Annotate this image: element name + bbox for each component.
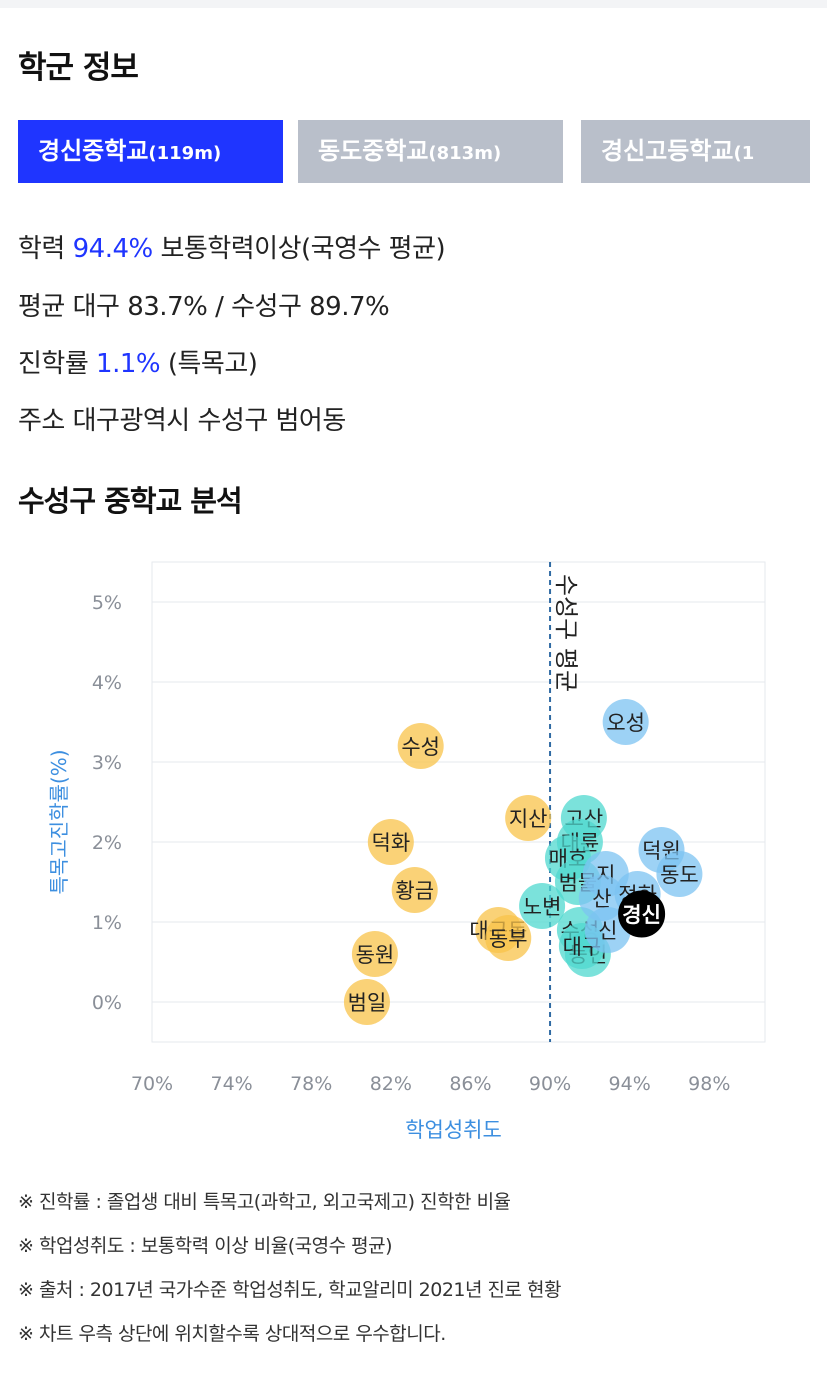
y-tick-label: 0%	[92, 992, 122, 1014]
y-axis-title: 특목고진학률(%)	[47, 749, 71, 894]
data-point	[397, 723, 444, 769]
info-key: 진학률	[18, 349, 89, 379]
data-point-label: 신	[598, 919, 617, 943]
x-axis-title: 학업성취도	[405, 1118, 502, 1142]
x-tick-label: 94%	[609, 1073, 651, 1095]
info-key: 주소	[18, 406, 65, 436]
x-tick-label: 98%	[688, 1073, 730, 1095]
data-point	[367, 819, 414, 865]
info-key: 평균	[18, 292, 65, 322]
tab-school-2[interactable]: 경신고등학교(1	[581, 120, 810, 183]
x-tick-label: 74%	[210, 1073, 252, 1095]
y-tick-label: 4%	[92, 672, 122, 694]
info-achievement: 학력 94.4% 보통학력이상(국영수 평균)	[18, 228, 446, 265]
info-advancement: 진학률 1.1% (특목고)	[18, 343, 258, 380]
info-value: 1.1%	[96, 349, 161, 379]
x-tick-label: 90%	[529, 1073, 571, 1095]
data-point-label: 황금	[395, 879, 434, 903]
tab-school-0[interactable]: 경신중학교(119m)	[18, 120, 283, 183]
tab-school-name: 경신중학교	[38, 137, 149, 165]
y-tick-label: 3%	[92, 752, 122, 774]
x-tick-label: 82%	[370, 1073, 412, 1095]
data-point	[391, 867, 438, 913]
plot-area	[151, 561, 766, 1043]
info-average: 평균 대구 83.7% / 수성구 89.7%	[18, 286, 390, 323]
note: ※ 진학률 : 졸업생 대비 특목고(과학고, 외고국제고) 진학한 비율	[18, 1191, 511, 1213]
data-point-label: 덕화	[372, 831, 411, 855]
data-point	[602, 699, 649, 745]
data-point-label: 범일	[348, 991, 387, 1015]
data-point-label: 경신	[622, 903, 661, 927]
note: ※ 학업성취도 : 보통학력 이상 비율(국영수 평균)	[18, 1235, 393, 1257]
data-point-label: 지산	[509, 807, 548, 831]
x-tick-label: 78%	[290, 1073, 332, 1095]
data-point-label: 오성	[606, 711, 645, 735]
data-point	[485, 915, 532, 961]
tab-school-name: 경신고등학교	[601, 137, 734, 165]
school-tabs: 경신중학교(119m) 동도중학교(813m) 경신고등학교(1	[18, 120, 810, 183]
data-point	[519, 883, 566, 929]
top-divider	[0, 0, 827, 8]
info-address: 주소 대구광역시 수성구 범어동	[18, 400, 346, 437]
data-point	[656, 851, 703, 897]
tab-school-distance: (813m)	[428, 143, 502, 164]
average-line-label: 수성구 평균	[552, 574, 580, 692]
notes: ※ 진학률 : 졸업생 대비 특목고(과학고, 외고국제고) 진학한 비율 ※ …	[18, 1180, 562, 1356]
data-point-label: 동도	[660, 863, 699, 887]
info-key: 학력	[18, 234, 65, 264]
y-tick-label: 2%	[92, 832, 122, 854]
info-text: 대구광역시 수성구 범어동	[72, 406, 347, 436]
tab-school-distance: (1	[733, 143, 755, 164]
info-suffix: 보통학력이상(국영수 평균)	[160, 234, 446, 264]
scatter-chart: 0% 1% 2% 3% 4% 5% 70% 74% 78% 82% 86% 90% 94% 98% 학업성취…	[47, 561, 766, 1142]
info-text: 대구 83.7% / 수성구 89.7%	[72, 292, 390, 322]
data-point	[343, 979, 390, 1025]
y-tick-label: 5%	[92, 592, 122, 614]
data-point-label: 산	[592, 887, 611, 911]
data-point	[618, 890, 666, 938]
analysis-title: 수성구 중학교 분석	[18, 484, 243, 518]
tab-school-name: 동도중학교	[318, 137, 429, 165]
tab-school-1[interactable]: 동도중학교(813m)	[298, 120, 563, 183]
info-suffix: (특목고)	[167, 349, 258, 379]
data-point-label: 수성	[401, 735, 440, 759]
tab-school-distance: (119m)	[148, 143, 222, 164]
data-point	[351, 931, 398, 977]
data-point-label: 노변	[523, 895, 562, 919]
data-point-label: 동부	[489, 927, 528, 951]
data-point	[505, 795, 552, 841]
note: ※ 차트 우측 상단에 위치할수록 상대적으로 우수합니다.	[18, 1323, 446, 1345]
y-tick-label: 1%	[92, 912, 122, 934]
x-tick-label: 86%	[449, 1073, 491, 1095]
data-point-label: 동원	[356, 943, 395, 967]
section-title: 학군 정보	[18, 50, 139, 86]
info-value: 94.4%	[72, 234, 154, 264]
x-tick-label: 70%	[131, 1073, 173, 1095]
note: ※ 출처 : 2017년 국가수준 학업성취도, 학교알리미 2021년 진로 …	[18, 1279, 562, 1301]
